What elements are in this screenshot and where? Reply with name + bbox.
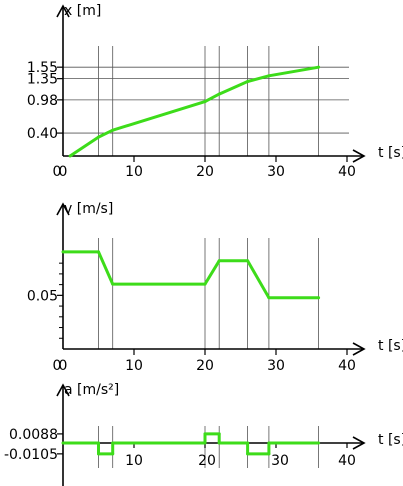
velocity-curve <box>63 250 319 300</box>
position-data-point <box>111 128 115 132</box>
acceleration-x-tick-label: 40 <box>338 453 356 469</box>
acceleration-x-axis-title: t [s] <box>378 432 403 448</box>
velocity-data-point <box>61 250 65 254</box>
position-y-tick-label: 0.98 <box>27 93 58 109</box>
acceleration-x-tick-label: 20 <box>198 453 216 469</box>
position-chart: 0 10 20 30 40 0.40 0.98 1.351.55 0 t [s] x [m] <box>27 3 403 180</box>
velocity-data-point <box>111 282 115 286</box>
velocity-data-point <box>217 259 221 263</box>
position-data-point <box>203 100 207 104</box>
acceleration-data-point <box>217 432 221 436</box>
acceleration-data-point <box>97 441 100 445</box>
velocity-x-tick-label: 40 <box>338 358 356 374</box>
position-y-tick-label: 0.40 <box>27 126 58 142</box>
velocity-x-tick-label: 10 <box>125 358 143 374</box>
acceleration-y-tick-label: -0.0105 <box>4 447 58 463</box>
velocity-data-point <box>246 259 250 263</box>
velocity-data-point <box>203 282 207 286</box>
velocity-origin-label: 0 <box>53 358 62 374</box>
velocity-x-tick-label: 20 <box>196 358 214 374</box>
acceleration-y-axis-title: a [m/s²] <box>64 382 119 398</box>
position-x-tick-label: 40 <box>338 164 356 180</box>
velocity-x-tick-label: 0 <box>59 358 68 374</box>
position-origin-label: 0 <box>53 164 62 180</box>
velocity-data-point <box>97 250 100 254</box>
velocity-x-tick-label: 30 <box>267 358 285 374</box>
acceleration-data-point <box>246 441 250 445</box>
velocity-data-point <box>267 296 271 300</box>
acceleration-y-tick-label: 0.0088 <box>9 427 58 443</box>
acceleration-data-point <box>267 452 271 456</box>
velocity-y-axis-title: v [m/s] <box>64 201 113 217</box>
position-data-point <box>217 92 221 96</box>
velocity-x-axis-title: t [s] <box>378 338 403 354</box>
acceleration-x-tick-label: 30 <box>271 453 289 469</box>
velocity-chart: 0 10 20 30 40 0.05 0 t [s] v [m/s] <box>27 201 403 374</box>
position-y-axis-title: x [m] <box>64 3 101 19</box>
acceleration-data-point <box>97 452 100 456</box>
velocity-y-tick-label: 0.05 <box>27 288 58 304</box>
acceleration-data-point <box>61 441 65 445</box>
position-curve <box>69 65 319 158</box>
acceleration-chart: 10 20 30 40 0.0088 -0.0105 t [s] a [m/s²] <box>4 382 403 486</box>
position-data-point <box>267 74 271 78</box>
position-data-point <box>97 135 100 139</box>
position-data-point <box>246 80 250 84</box>
acceleration-x-tick-label: 10 <box>125 453 143 469</box>
position-y-tick-label: 1.35 <box>27 72 58 88</box>
position-x-axis-title: t [s] <box>378 145 403 161</box>
acceleration-data-point <box>217 441 221 445</box>
position-x-tick-label: 20 <box>196 164 214 180</box>
acceleration-data-point <box>111 452 115 456</box>
acceleration-data-point <box>203 432 207 436</box>
velocity-data-point <box>317 296 321 300</box>
acceleration-data-point <box>111 441 115 445</box>
acceleration-data-point <box>246 452 250 456</box>
acceleration-data-point <box>317 441 321 445</box>
position-data-point <box>68 154 72 158</box>
acceleration-data-point <box>203 441 207 445</box>
position-x-tick-label: 0 <box>59 164 68 180</box>
acceleration-curve <box>63 432 319 456</box>
position-x-tick-label: 30 <box>267 164 285 180</box>
position-y-tick-label: 1.55 <box>27 60 58 76</box>
acceleration-data-point <box>267 441 271 445</box>
position-x-tick-label: 10 <box>125 164 143 180</box>
position-data-point <box>317 65 321 69</box>
